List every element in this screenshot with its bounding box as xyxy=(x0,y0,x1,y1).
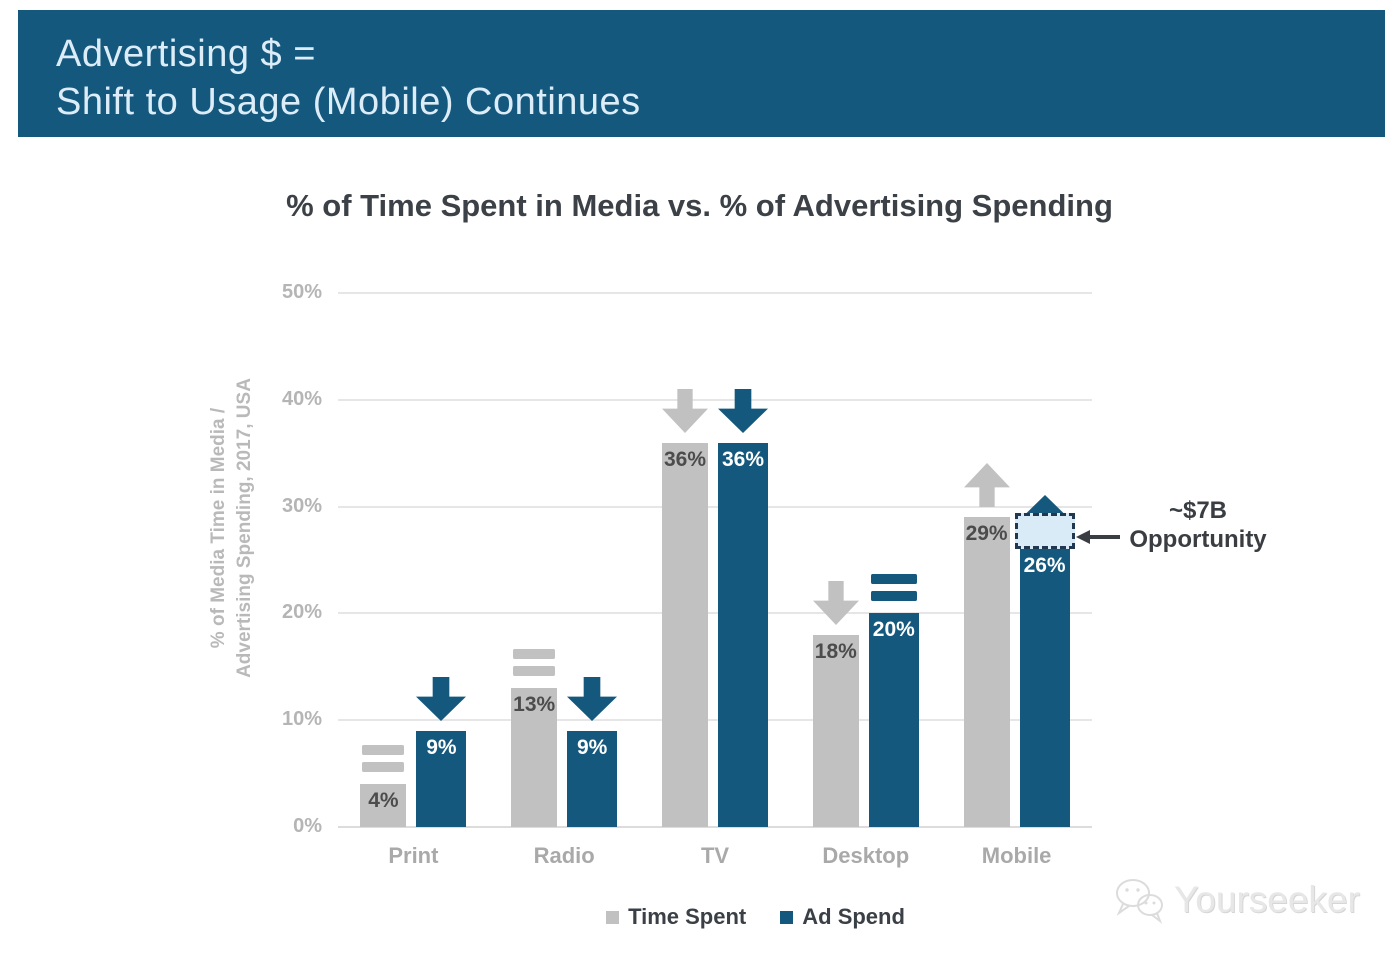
bar-value-label: 36% xyxy=(663,447,707,471)
opportunity-annotation: ~$7B Opportunity xyxy=(1120,496,1276,554)
annotation-line1: ~$7B xyxy=(1168,497,1228,524)
bar-tv-time-spent: 36% xyxy=(662,442,708,827)
legend-item-time-spent: Time Spent xyxy=(606,904,746,930)
equals-icon xyxy=(870,574,917,602)
bar-print-ad-spend: 9% xyxy=(416,730,467,827)
bar-desktop-ad-spend: 20% xyxy=(868,613,919,827)
bar-value-label: 20% xyxy=(872,618,915,642)
header-banner: Advertising $ = Shift to Usage (Mobile) … xyxy=(18,10,1385,137)
bar-value-label: 36% xyxy=(721,447,765,471)
x-category-label: Print xyxy=(388,843,439,868)
annotation-arrow-icon xyxy=(1076,529,1120,545)
bar-value-label: 29% xyxy=(965,522,1008,546)
down-arrow-icon xyxy=(662,388,708,433)
down-arrow-icon xyxy=(718,388,768,433)
down-arrow-icon xyxy=(812,580,859,625)
bar-mobile-time-spent: 29% xyxy=(963,517,1010,827)
up-arrow-icon xyxy=(963,463,1010,508)
legend: Time Spent Ad Spend xyxy=(56,904,1399,930)
x-category-label: TV xyxy=(700,843,730,868)
wechat-logo-icon xyxy=(1112,876,1166,924)
down-arrow-icon xyxy=(567,676,618,721)
bar-mobile-ad-spend: 26% xyxy=(1019,549,1070,827)
legend-label-time-spent: Time Spent xyxy=(628,904,747,929)
bar-value-label: 4% xyxy=(368,789,399,813)
y-tick-label: 30% xyxy=(281,494,322,517)
down-arrow-icon xyxy=(416,676,467,721)
x-category-label: Radio xyxy=(533,843,595,868)
watermark-text: Yourseeker xyxy=(1174,879,1360,920)
gridline xyxy=(338,612,1092,615)
y-tick-label: 50% xyxy=(281,281,322,303)
legend-label-ad-spend: Ad Spend xyxy=(802,904,905,929)
x-category-label: Mobile xyxy=(981,843,1052,868)
bar-radio-ad-spend: 9% xyxy=(567,730,618,827)
bar-desktop-time-spent: 18% xyxy=(812,634,859,827)
bar-value-label: 26% xyxy=(1023,554,1066,578)
y-tick-label: 0% xyxy=(293,815,322,837)
y-tick-label: 10% xyxy=(281,708,322,731)
equals-icon xyxy=(513,649,556,677)
gridline xyxy=(338,505,1092,508)
x-category-label: Desktop xyxy=(822,843,910,868)
banner-title-line2: Shift to Usage (Mobile) Continues xyxy=(56,81,641,123)
chart-title: % of Time Spent in Media vs. % of Advert… xyxy=(286,188,1113,223)
annotation-line2: Opportunity xyxy=(1129,526,1267,553)
gridline xyxy=(338,826,1092,828)
y-tick-label: 40% xyxy=(281,387,322,410)
bar-print-time-spent: 4% xyxy=(360,784,407,827)
legend-swatch-ad-spend xyxy=(780,910,794,924)
bar-radio-time-spent: 13% xyxy=(511,688,558,827)
banner-title-line1: Advertising $ = xyxy=(56,33,316,75)
gridline xyxy=(338,719,1092,722)
legend-item-ad-spend: Ad Spend xyxy=(780,904,905,930)
bar-value-label: 18% xyxy=(814,639,857,663)
legend-swatch-time-spent xyxy=(606,910,620,924)
opportunity-dashed-box xyxy=(1014,513,1075,550)
bar-value-label: 13% xyxy=(513,693,556,717)
equals-icon xyxy=(362,745,405,773)
y-tick-label: 20% xyxy=(281,601,322,624)
watermark: Yourseeker xyxy=(1112,876,1360,924)
gridline xyxy=(338,398,1092,401)
gridline xyxy=(338,292,1092,294)
bar-tv-ad-spend: 36% xyxy=(718,442,768,827)
bar-value-label: 9% xyxy=(577,735,608,759)
bar-value-label: 9% xyxy=(426,735,457,759)
